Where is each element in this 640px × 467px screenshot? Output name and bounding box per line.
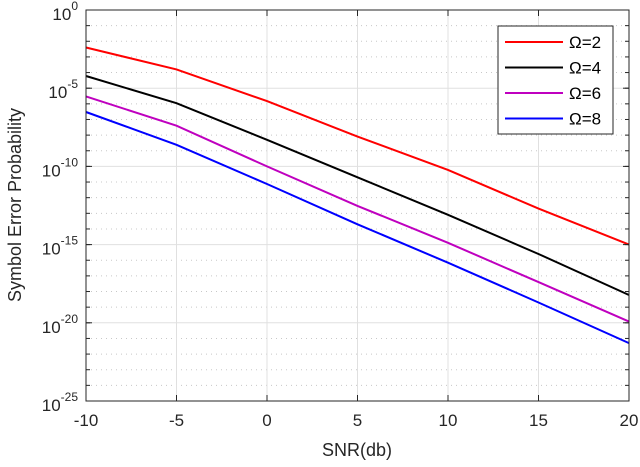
legend-label: Ω=8 — [569, 110, 601, 129]
legend-box — [497, 25, 614, 135]
legend-label: Ω=4 — [569, 59, 601, 78]
x-tick-labels: -10 -5 0 5 10 15 20 — [74, 411, 639, 430]
y-tick-label: 10-5 — [48, 77, 78, 102]
x-tick-label: 0 — [262, 411, 271, 430]
x-tick-label: 15 — [529, 411, 548, 430]
legend-label: Ω=2 — [569, 33, 601, 52]
x-tick-label: -10 — [74, 411, 99, 430]
y-tick-label: 10-10 — [42, 155, 79, 180]
series-line-3 — [85, 95, 630, 323]
y-tick-label: 10-20 — [42, 312, 79, 337]
x-tick-label: 5 — [353, 411, 362, 430]
series-line-4 — [85, 111, 630, 345]
y-tick-label: 10-25 — [42, 390, 79, 415]
y-tick-label: 10-15 — [42, 234, 79, 259]
y-tick-labels: 100 10-5 10-10 10-15 10-20 10-25 — [42, 0, 79, 415]
legend-label: Ω=6 — [569, 84, 601, 103]
y-tick-label: 100 — [52, 0, 78, 24]
x-tick-label: 20 — [620, 411, 639, 430]
series-line-1 — [85, 46, 630, 246]
x-tick-label: 10 — [439, 411, 458, 430]
x-axis-title: SNR(db) — [322, 440, 392, 460]
x-tick-label: -5 — [169, 411, 184, 430]
data-series — [85, 46, 630, 345]
legend: Ω=2 Ω=4 Ω=6 Ω=8 — [497, 25, 614, 135]
y-axis-title: Symbol Error Probability — [5, 108, 25, 302]
series-line-2 — [85, 75, 630, 296]
axis-ticks — [85, 9, 630, 402]
